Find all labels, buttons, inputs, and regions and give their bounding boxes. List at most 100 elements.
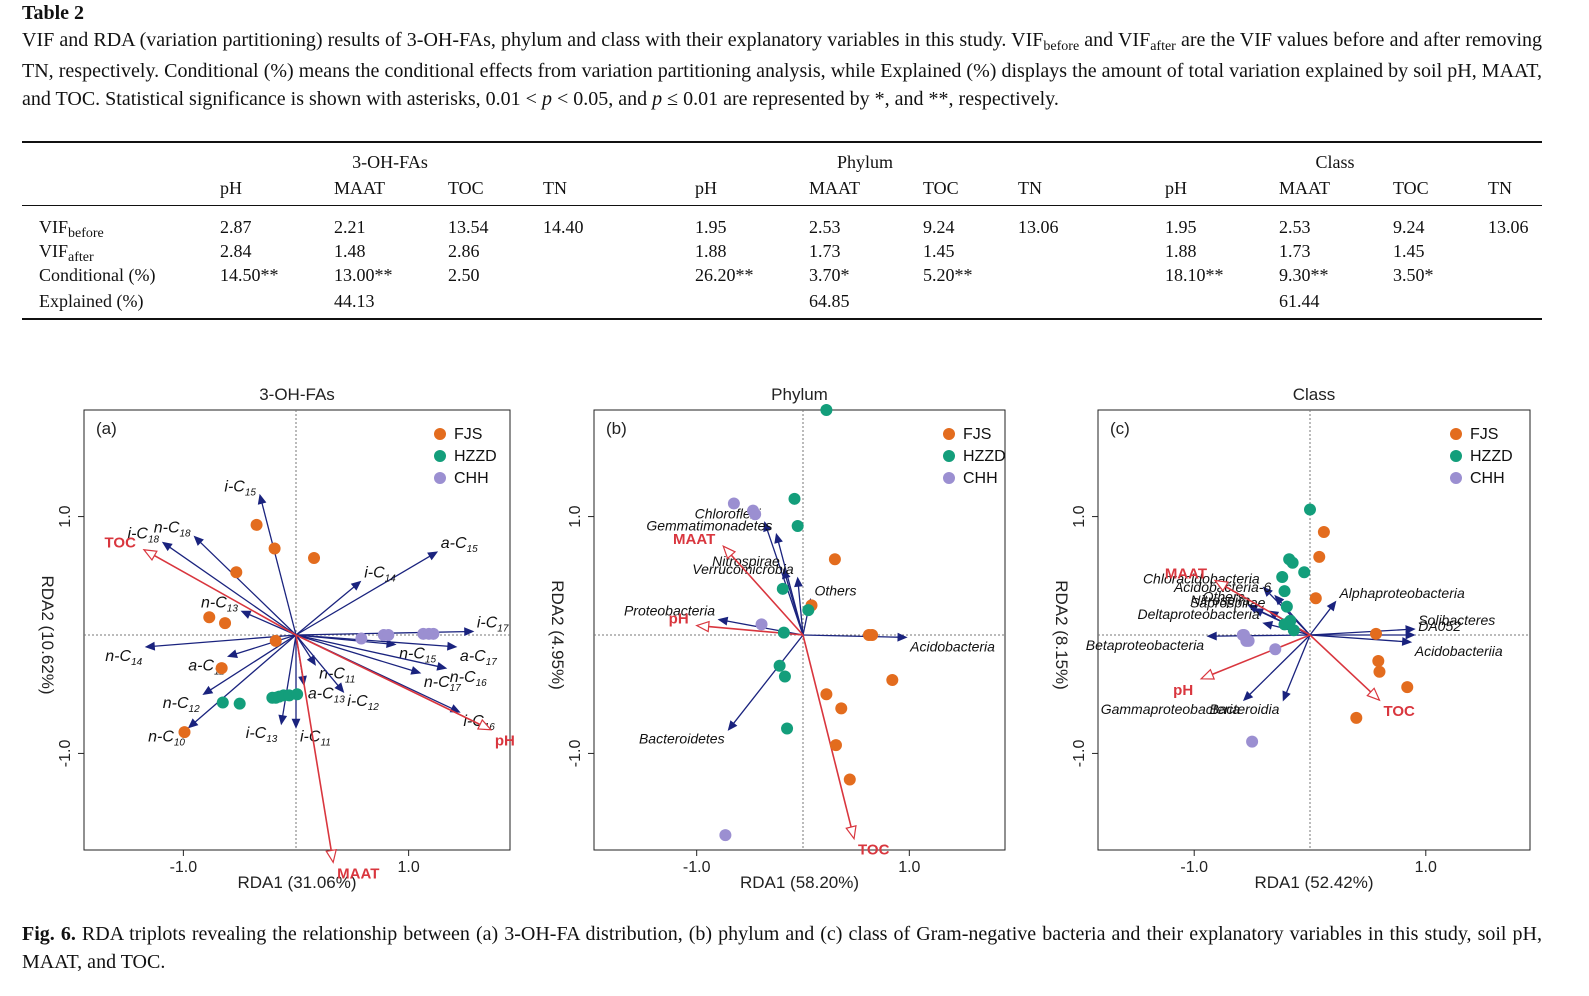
panel-label: (a) (96, 419, 117, 438)
legend-label: CHH (963, 470, 998, 487)
species-vector (782, 568, 804, 636)
chart-title: Phylum (771, 385, 828, 404)
species-label: Acidobacteriia (1414, 643, 1503, 659)
species-vector (794, 576, 804, 636)
species-label: Bacteroidetes (639, 731, 725, 747)
species-label: a-C15 (441, 535, 478, 555)
legend-marker (943, 472, 955, 484)
legend-label: FJS (454, 426, 482, 443)
sample-point-fjs (1373, 665, 1386, 678)
column-header: pH (220, 178, 242, 198)
table-cell-explained: 44.13 (334, 291, 375, 311)
sample-point-fjs (1313, 550, 1326, 563)
table-cell: 1.48 (334, 241, 366, 261)
species-vector (226, 634, 297, 658)
group-header: 3-OH-FAs (352, 152, 428, 172)
species-vector (193, 535, 297, 636)
species-label: Nitrospira (1191, 592, 1251, 608)
species-label: Bacteroidia (1209, 701, 1279, 717)
x-tick-label: -1.0 (1180, 859, 1208, 876)
species-label: n-C13 (201, 594, 238, 614)
sample-point-hzzd (1278, 585, 1291, 598)
panel-label: (b) (606, 419, 627, 438)
table-cell: 2.53 (1279, 217, 1311, 237)
table-caption: VIF and RDA (variation partitioning) res… (22, 29, 1542, 110)
x-axis-label: RDA1 (58.20%) (740, 873, 859, 892)
row-label: Explained (%) (39, 291, 144, 311)
species-label: i-C18 (128, 526, 160, 546)
env-vector (722, 545, 804, 636)
species-label: Gammaproteobacteria (1101, 701, 1241, 717)
species-label: Others (1203, 588, 1245, 604)
table-cell: 1.95 (695, 217, 727, 237)
sample-point-fjs (178, 726, 191, 739)
row-label: VIFafter (39, 241, 94, 265)
table-cell: 1.95 (1165, 217, 1197, 237)
species-vector (278, 634, 297, 726)
env-label: MAAT (1165, 566, 1207, 583)
chart-title: Class (1293, 385, 1336, 404)
species-vector (295, 634, 345, 693)
species-label: n-C15 (399, 645, 436, 665)
species-label: Solibacteres (1418, 612, 1495, 628)
species-label: DA052 (1418, 618, 1461, 634)
legend-marker (1450, 428, 1462, 440)
row-label: VIFbefore (39, 217, 104, 241)
species-label: n-C18 (154, 520, 191, 540)
species-vector (291, 635, 301, 729)
table-cell-explained: 61.44 (1279, 291, 1320, 311)
group-header: Class (1315, 152, 1355, 172)
table-cell: 14.50** (220, 265, 279, 285)
x-tick-label: 1.0 (1415, 859, 1437, 876)
env-vector (295, 634, 493, 731)
species-label: n-C12 (163, 695, 200, 715)
figure-caption: Fig. 6. RDA triplots revealing the relat… (22, 923, 1542, 973)
column-header: TN (1488, 178, 1512, 198)
y-tick-label: -1.0 (567, 740, 584, 768)
sample-point-hzzd (1286, 556, 1299, 569)
legend-marker (943, 428, 955, 440)
table-cell: 1.88 (1165, 241, 1197, 261)
sample-point-hzzd (1280, 600, 1293, 613)
y-axis-label: RDA2 (8.15%) (1052, 580, 1071, 690)
species-label: i-C13 (246, 725, 278, 745)
sample-point-hzzd (788, 492, 801, 505)
species-label: a-C13 (308, 686, 345, 706)
sample-point-fjs (828, 553, 841, 566)
species-vector (187, 634, 297, 729)
rda-triplot-3-oh-fas: -1.0 1.0 1.0 -1.0 3-OH-FAs RDA1 (31.06%) RDA2 … (38, 385, 515, 892)
sample-point-fjs (843, 773, 856, 786)
table-cell: 1.73 (809, 241, 841, 261)
sample-point-fjs (230, 566, 243, 579)
env-label: MAAT (673, 531, 715, 548)
sample-point-chh (427, 627, 440, 640)
species-label: Gemmatimonadetes (646, 517, 772, 533)
column-header: TOC (923, 178, 959, 198)
sample-point-fjs (1309, 592, 1322, 605)
sample-point-fjs (1372, 655, 1385, 668)
env-vector (1309, 634, 1381, 702)
rda-triplot-phylum: -1.0 1.0 1.0 -1.0 Phylum RDA1 (58.20%) RDA2 (4… (548, 385, 1006, 892)
env-label: TOC (105, 535, 137, 552)
column-header: TOC (1393, 178, 1429, 198)
species-vector (295, 580, 362, 636)
table-cell: 2.84 (220, 241, 252, 261)
table-bottom-rule (22, 318, 1542, 320)
y-axis-label: RDA2 (4.95%) (548, 580, 567, 690)
species-vector (295, 551, 439, 636)
sample-point-hzzd (233, 697, 246, 710)
species-vector (1309, 600, 1337, 636)
sample-point-fjs (1350, 711, 1363, 724)
species-vector (763, 521, 804, 636)
column-header: pH (695, 178, 717, 198)
sample-point-fjs (215, 662, 228, 675)
env-label: pH (1173, 682, 1193, 699)
species-label: i-C12 (347, 693, 379, 713)
species-vector (1309, 625, 1416, 636)
sample-point-fjs (1370, 627, 1382, 640)
sample-point-fjs (308, 552, 321, 565)
species-label: i-C14 (364, 565, 396, 585)
sample-point-chh (1236, 629, 1249, 641)
species-vector (295, 634, 448, 671)
sample-point-hzzd (791, 520, 804, 533)
